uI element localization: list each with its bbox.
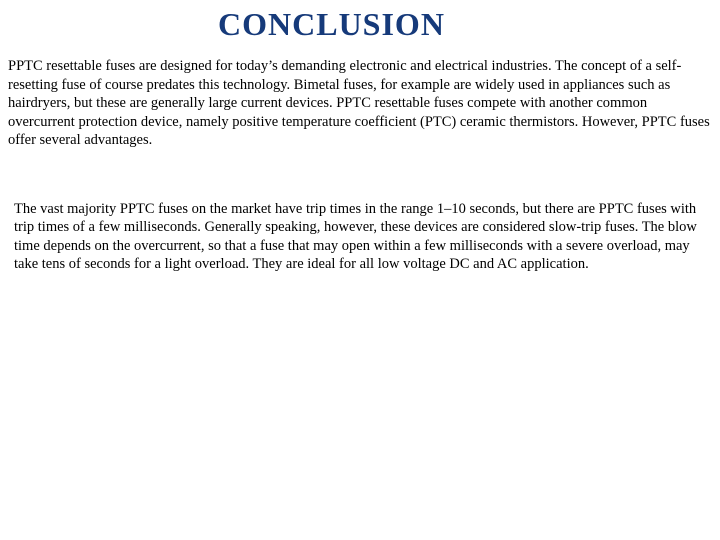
body-paragraph-1: PPTC resettable fuses are designed for t… — [8, 57, 712, 150]
body-paragraph-2: The vast majority PPTC fuses on the mark… — [14, 200, 712, 274]
slide-page: CONCLUSION PPTC resettable fuses are des… — [0, 0, 720, 540]
slide-title: CONCLUSION — [218, 6, 712, 43]
